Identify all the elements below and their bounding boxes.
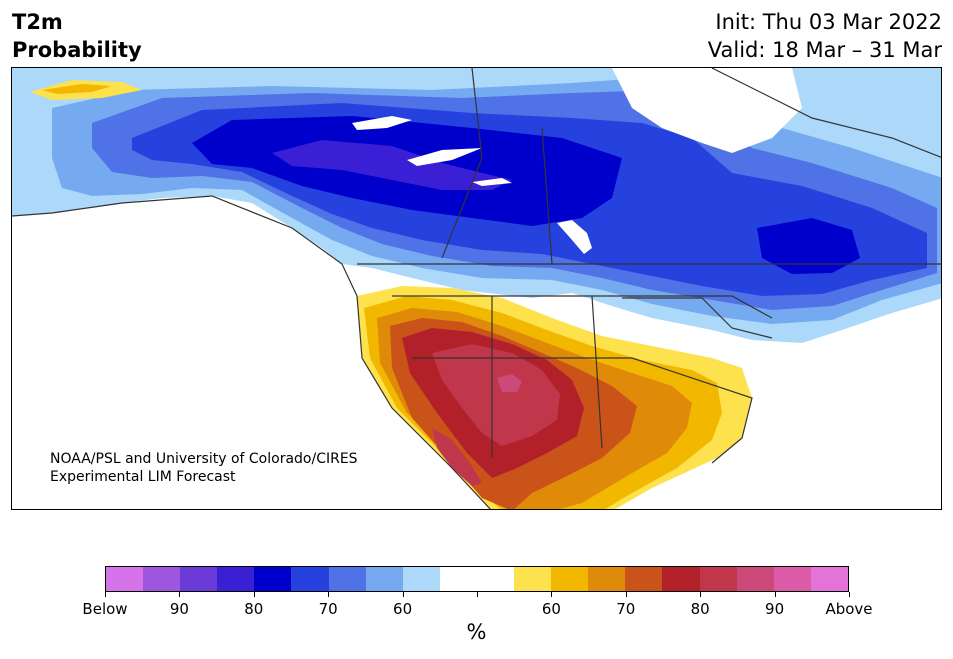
colorbar-cell (625, 567, 663, 591)
warm-90-region (497, 374, 522, 392)
colorbar-tick (477, 592, 478, 597)
forecast-map: NOAA/PSL and University of Colorado/CIRE… (11, 67, 942, 510)
colorbar-unit: % (466, 620, 487, 644)
colorbar-tick-label: 70 (318, 600, 338, 618)
cold-85-region (272, 140, 512, 190)
credit-line-2: Experimental LIM Forecast (50, 469, 236, 485)
map-canvas (12, 68, 941, 509)
colorbar-cell (588, 567, 626, 591)
credit-line-1: NOAA/PSL and University of Colorado/CIRE… (50, 451, 358, 467)
colorbar-cell (514, 567, 552, 591)
colorbar-tick (625, 592, 627, 597)
colorbar-cell (551, 567, 589, 591)
colorbar-tick (849, 592, 850, 597)
init-date: Init: Thu 03 Mar 2022 (715, 10, 942, 34)
colorbar-cell (736, 567, 774, 591)
colorbar-tick-label: 60 (393, 600, 413, 618)
colorbar-tick (700, 592, 702, 597)
colorbar-tick-label: 80 (244, 600, 264, 618)
title-line-2: Probability (12, 38, 142, 62)
colorbar-cell (773, 567, 811, 591)
colorbar-cell (662, 567, 700, 591)
colorbar-tick-label: 70 (616, 600, 636, 618)
colorbar-cell (402, 567, 440, 591)
warm-85-region (432, 344, 560, 446)
colorbar-tick-label: Below (82, 600, 128, 618)
great-slave-lake (407, 148, 482, 166)
colorbar-cell (328, 567, 366, 591)
colorbar-tick (179, 592, 181, 597)
colorbar-tick-label: Above (825, 600, 873, 618)
colorbar-tick (253, 592, 255, 597)
lake-athabasca (472, 178, 512, 186)
lake-winnipeg (557, 220, 592, 254)
colorbar-cell (143, 567, 181, 591)
colorbar-tick (328, 592, 330, 597)
warm-patch-alaska-core (42, 84, 112, 94)
colorbar-cell (254, 567, 292, 591)
title-line-1: T2m (12, 10, 63, 34)
colorbar-tick (774, 592, 776, 597)
colorbar-cell (476, 567, 515, 591)
colorbar-tick-label: 60 (541, 600, 561, 618)
great-bear-lake (352, 116, 412, 130)
colorbar-cell (810, 567, 848, 591)
data-credit: NOAA/PSL and University of Colorado/CIRE… (50, 450, 358, 486)
colorbar-tick (105, 592, 106, 597)
colorbar-cell (291, 567, 329, 591)
valid-range: Valid: 18 Mar – 31 Mar (707, 38, 942, 62)
probability-colorbar (105, 566, 849, 592)
colorbar-tick (402, 592, 404, 597)
colorbar-tick-label: 90 (765, 600, 785, 618)
colorbar-labels: Below 90 80 70 60 60 70 80 90 Above (82, 600, 872, 618)
colorbar-cell (106, 567, 144, 591)
colorbar-tick-label: 90 (169, 600, 189, 618)
colorbar-cell (217, 567, 255, 591)
colorbar-cell (365, 567, 403, 591)
colorbar-cell (439, 567, 477, 591)
colorbar-tick (551, 592, 553, 597)
colorbar-cell (699, 567, 737, 591)
colorbar-tick-label: 80 (690, 600, 710, 618)
borders (12, 68, 941, 509)
map-title: T2m Probability (12, 8, 142, 64)
warm-region-baja (432, 428, 482, 486)
forecast-dates: Init: Thu 03 Mar 2022 Valid: 18 Mar – 31… (708, 8, 942, 64)
colorbar-cell (180, 567, 218, 591)
